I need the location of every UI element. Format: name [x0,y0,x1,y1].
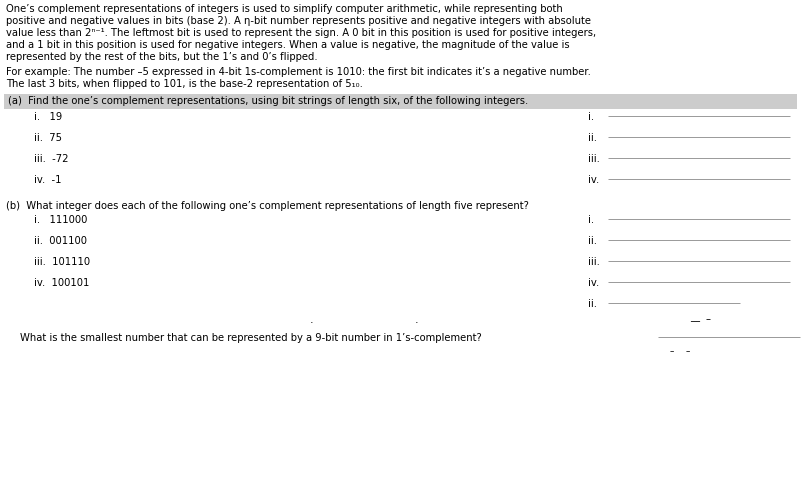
Text: i.: i. [588,112,594,122]
Text: What is the smallest number that can be represented by a 9-bit number in 1’s-com: What is the smallest number that can be … [20,333,481,343]
Text: –: – [670,347,674,356]
Text: value less than 2ⁿ⁻¹. The leftmost bit is used to represent the sign. A 0 bit in: value less than 2ⁿ⁻¹. The leftmost bit i… [6,28,596,38]
Text: For example: The number –5 expressed in 4-bit 1s-complement is 1010: the first b: For example: The number –5 expressed in … [6,67,591,77]
Text: (b)  What integer does each of the following one’s complement representations of: (b) What integer does each of the follow… [6,201,529,211]
Text: The last 3 bits, when flipped to 101, is the base-2 representation of 5₁₀.: The last 3 bits, when flipped to 101, is… [6,79,363,89]
Text: ii.  001100: ii. 001100 [34,236,87,246]
Text: –: – [706,314,711,324]
Text: iv.  -1: iv. -1 [34,175,62,185]
Text: ii.: ii. [588,133,597,143]
Text: positive and negative values in bits (base 2). A η-bit number represents positiv: positive and negative values in bits (ba… [6,16,591,26]
Text: (a)  Find the one’s complement representations, using bit strings of length six,: (a) Find the one’s complement representa… [8,96,528,106]
Text: ii.  75: ii. 75 [34,133,62,143]
Text: iv.: iv. [588,278,599,288]
Text: ii.: ii. [588,236,597,246]
Text: i.   111000: i. 111000 [34,215,87,225]
Text: iv.: iv. [588,175,599,185]
Text: .: . [310,315,314,325]
Text: and a 1 bit in this position is used for negative integers. When a value is nega: and a 1 bit in this position is used for… [6,40,570,50]
Text: iii.: iii. [588,154,600,164]
Text: __: __ [690,312,700,322]
Bar [4,94,797,109]
Text: iv.  100101: iv. 100101 [34,278,90,288]
Text: iii.  101110: iii. 101110 [34,257,91,267]
Text: represented by the rest of the bits, but the 1’s and 0’s flipped.: represented by the rest of the bits, but… [6,52,318,62]
Text: i.: i. [588,215,594,225]
Text: –: – [686,347,690,356]
Text: i.   19: i. 19 [34,112,62,122]
Text: .: . [415,315,419,325]
Text: iii.  -72: iii. -72 [34,154,69,164]
Text: One’s complement representations of integers is used to simplify computer arithm: One’s complement representations of inte… [6,4,563,14]
Text: iii.: iii. [588,257,600,267]
Text: ii.: ii. [588,299,597,309]
